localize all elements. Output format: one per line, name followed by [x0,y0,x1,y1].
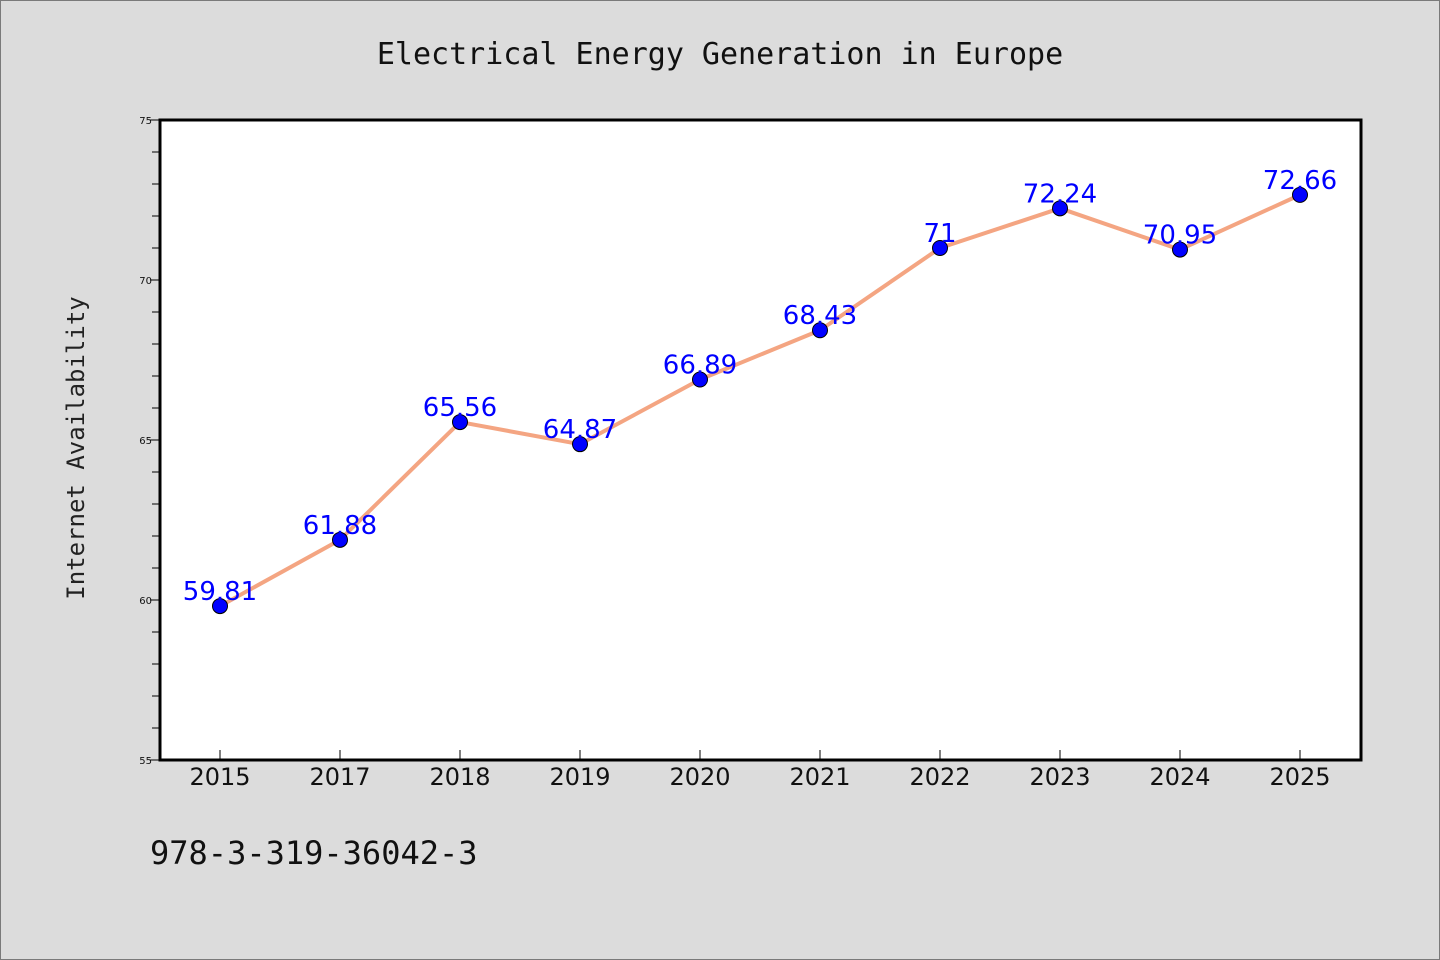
x-tick-label: 2022 [909,763,970,791]
data-point [1052,200,1068,217]
data-label: 71 [923,219,956,249]
isbn-label: 978-3-319-36042-3 [150,834,478,872]
y-tick-label: 75 [139,116,152,127]
y-tick-label: 65 [139,436,152,447]
series-layer: 59.81 61.88 65.56 64.87 66.89 68.43 71 72.24 70.… [183,166,1337,615]
y-axis-label: Internet Availability [62,296,90,599]
data-point [932,240,948,256]
y-tick-label: 70 [139,276,152,287]
x-tick-label: 2017 [309,763,370,791]
x-tick-label: 2020 [669,763,730,791]
data-label: 61.88 [303,511,377,541]
data-label: 70.95 [1143,221,1217,251]
data-label: 72.24 [1023,179,1097,209]
data-point [452,414,468,431]
y-tick-label: 55 [139,756,152,767]
data-label: 66.89 [663,351,737,381]
data-label: 65.56 [423,393,497,423]
x-tick-label: 2015 [189,763,250,791]
data-point [212,598,228,615]
chart-title: Electrical Energy Generation in Europe [377,37,1063,72]
plot-area [158,118,1363,762]
x-tick-label: 2021 [789,763,850,791]
data-label: 68.43 [783,301,857,331]
x-tick-label: 2024 [1149,763,1210,791]
data-label: 72.66 [1263,166,1337,196]
y-tick-label: 60 [139,596,152,607]
x-tick-label: 2025 [1269,763,1330,791]
data-point [812,322,828,339]
data-point [1292,186,1308,203]
data-point [572,436,588,453]
x-tick-label: 2018 [429,763,490,791]
data-label: 64.87 [543,415,617,445]
x-axis: 2015 2017 2018 2019 2020 2021 2022 2023 2024 2025 [189,750,1331,791]
data-point [332,531,348,548]
x-tick-label: 2019 [549,763,610,791]
data-point [1172,241,1188,258]
y-axis: 55 60 65 70 75 [139,116,160,767]
x-tick-label: 2023 [1029,763,1090,791]
data-point [692,371,708,388]
data-label: 59.81 [183,577,257,607]
series-line [218,192,1302,609]
